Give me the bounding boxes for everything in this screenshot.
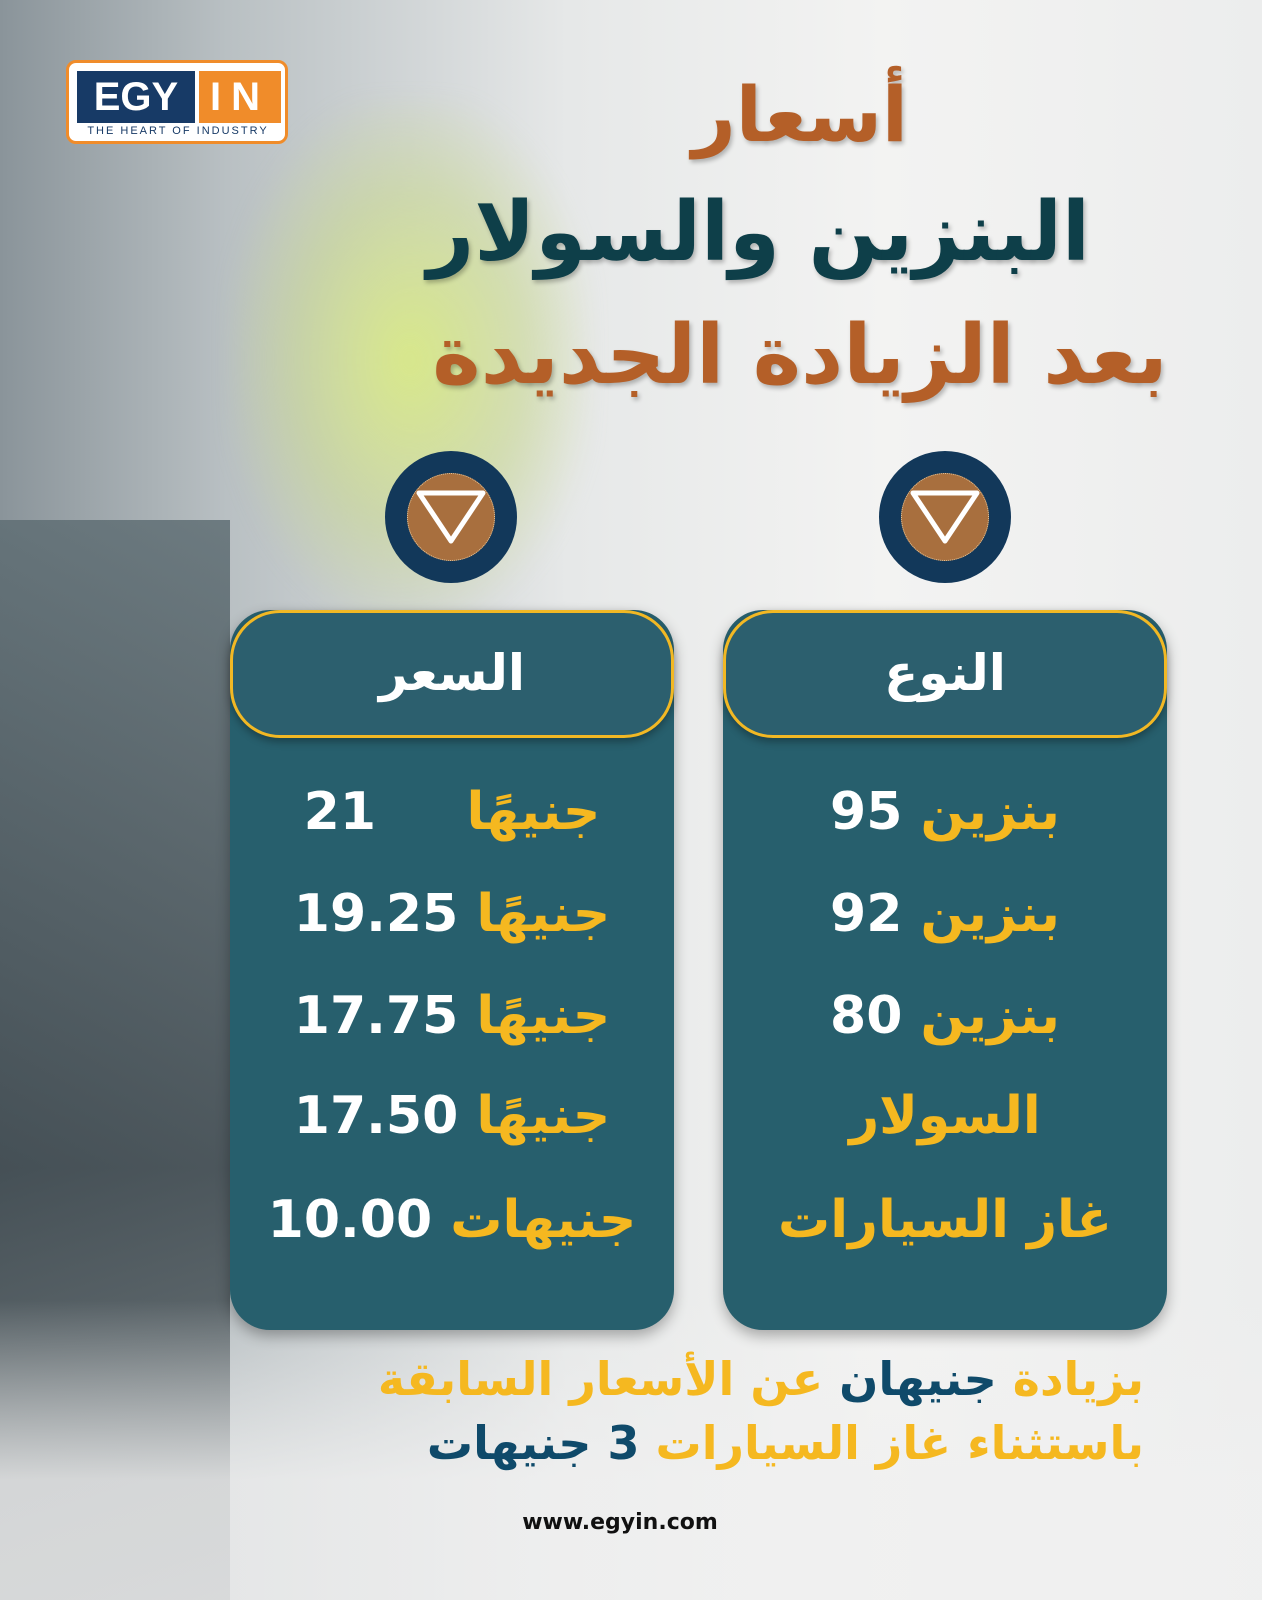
type-row: غاز السيارات xyxy=(777,1190,1113,1250)
type-header: النوع xyxy=(723,610,1167,738)
logo-in: IN xyxy=(199,71,281,123)
price-header: السعر xyxy=(230,610,674,738)
background-fade xyxy=(0,1300,1262,1600)
logo-tagline: THE HEART OF INDUSTRY xyxy=(87,125,269,137)
type-row: بنزين 80 xyxy=(830,986,1060,1046)
logo-egy: EGY xyxy=(77,71,195,123)
website-link[interactable]: www.egyin.com xyxy=(522,1510,718,1535)
triangle-down-icon xyxy=(416,490,486,544)
type-column-marker xyxy=(879,451,1011,583)
type-row: بنزين 95 xyxy=(830,782,1060,842)
price-row: جنيهًا 17.75 xyxy=(293,986,611,1046)
price-row: جنيهًا 21 xyxy=(303,782,601,842)
price-column-marker xyxy=(385,451,517,583)
triangle-down-icon xyxy=(910,490,980,544)
type-row: بنزين 92 xyxy=(830,884,1060,944)
type-column: النوع بنزين 95 بنزين 92 بنزين 80 السولار… xyxy=(723,610,1167,1330)
title-line-3: بعد الزيادة الجديدة xyxy=(432,308,1168,403)
footer-note-1: بزيادة جنيهان عن الأسعار السابقة xyxy=(377,1352,1144,1406)
price-row: جنيهات 10.00 xyxy=(267,1190,637,1250)
price-row: جنيهًا 17.50 xyxy=(293,1086,611,1146)
price-column: السعر جنيهًا 21 جنيهًا 19.25 جنيهًا 17.7… xyxy=(230,610,674,1330)
title-line-1: أسعار xyxy=(692,70,908,159)
type-row: السولار xyxy=(849,1086,1041,1146)
footer-note-2: باستثناء غاز السيارات 3 جنيهات xyxy=(426,1416,1144,1470)
egyin-logo: EGY IN THE HEART OF INDUSTRY xyxy=(66,60,288,144)
title-line-2: البنزين والسولار xyxy=(427,185,1090,280)
price-row: جنيهًا 19.25 xyxy=(293,884,611,944)
